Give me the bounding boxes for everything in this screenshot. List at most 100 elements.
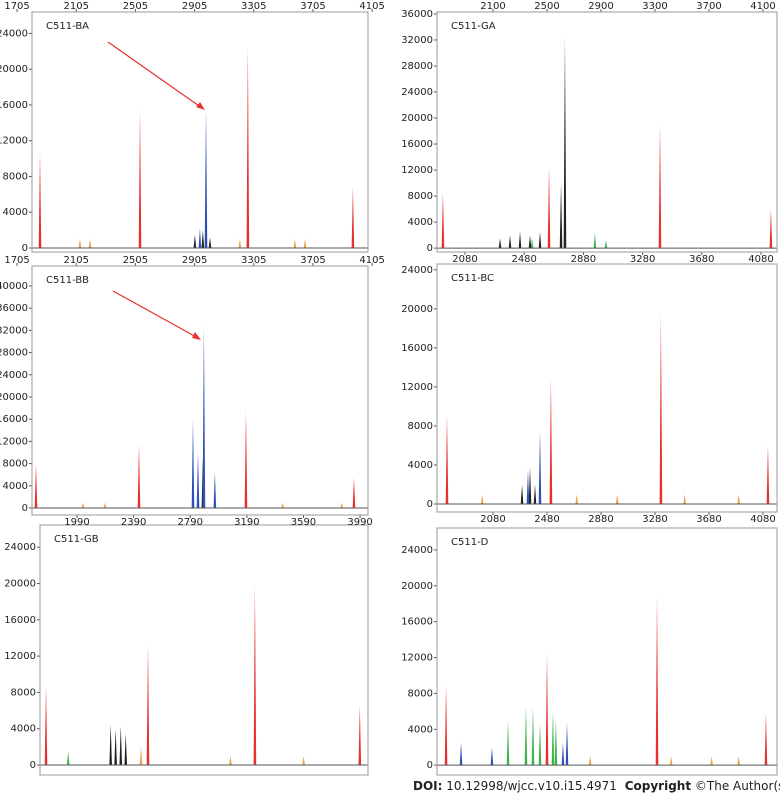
y-tick-label: 12000 bbox=[0, 436, 28, 447]
peak bbox=[551, 711, 555, 766]
y-tick-label: 20000 bbox=[401, 113, 433, 124]
peak bbox=[229, 755, 232, 766]
panel-title: C511-GA bbox=[451, 21, 496, 32]
panel-frame bbox=[31, 11, 369, 253]
peak bbox=[559, 183, 563, 249]
peak bbox=[78, 239, 82, 248]
y-tick-label: 20000 bbox=[4, 579, 36, 590]
y-tick-label: 36000 bbox=[401, 9, 433, 20]
y-tick-label: 24000 bbox=[4, 542, 36, 553]
arrows bbox=[107, 41, 205, 340]
x-tick-label: 3680 bbox=[689, 254, 714, 265]
y-tick-label: 4000 bbox=[3, 481, 28, 492]
peak bbox=[119, 725, 123, 766]
x-tick-label: 2105 bbox=[64, 255, 89, 266]
peak bbox=[34, 463, 38, 509]
panel-title: C511-GB bbox=[54, 534, 99, 545]
peak bbox=[518, 231, 522, 249]
peak bbox=[498, 238, 502, 249]
y-tick-label: 20000 bbox=[0, 392, 28, 403]
peak bbox=[114, 728, 117, 766]
peak bbox=[538, 231, 542, 249]
peak bbox=[506, 720, 510, 766]
peak bbox=[565, 722, 569, 766]
panel-frame bbox=[39, 524, 369, 776]
peak bbox=[554, 720, 558, 766]
peak bbox=[109, 724, 112, 766]
peak bbox=[66, 751, 70, 766]
y-tick-label: 0 bbox=[427, 760, 433, 771]
peak bbox=[764, 713, 768, 766]
x-tick-label: 2505 bbox=[123, 1, 148, 12]
peak bbox=[533, 484, 537, 504]
y-tick-label: 24000 bbox=[401, 265, 433, 276]
peak bbox=[137, 444, 141, 509]
y-tick-label: 8000 bbox=[3, 171, 28, 182]
x-tick-label: 3700 bbox=[696, 1, 721, 12]
peak bbox=[520, 484, 524, 504]
x-tick-label: 3680 bbox=[696, 514, 721, 525]
y-tick-label: 16000 bbox=[0, 100, 28, 111]
y-tick-label: 0 bbox=[30, 760, 36, 771]
panel-title: C511-D bbox=[451, 537, 489, 548]
peak bbox=[561, 742, 565, 766]
peak bbox=[204, 109, 208, 248]
copyright-label: Copyright bbox=[625, 779, 692, 793]
x-tick-label: 2080 bbox=[480, 514, 505, 525]
y-tick-label: 4000 bbox=[408, 460, 433, 471]
x-tick-label: 2100 bbox=[480, 1, 505, 12]
x-tick-label: 2500 bbox=[534, 1, 559, 12]
peak bbox=[124, 733, 128, 766]
x-tick-label: 1705 bbox=[4, 1, 29, 12]
peak bbox=[138, 109, 142, 248]
peak bbox=[563, 36, 567, 249]
x-tick-label: 2080 bbox=[452, 254, 477, 265]
peak bbox=[526, 469, 530, 504]
x-tick-label: 2390 bbox=[121, 517, 146, 528]
x-tick-label: 4105 bbox=[359, 255, 384, 266]
x-tick-label: 3590 bbox=[291, 517, 316, 528]
x-tick-label: 1705 bbox=[4, 255, 29, 266]
footer: DOI: 10.12998/wjcc.v10.i15.4971 Copyrigh… bbox=[413, 779, 780, 793]
peak bbox=[658, 124, 662, 249]
y-tick-label: 16000 bbox=[0, 414, 28, 425]
peak bbox=[146, 645, 150, 766]
peak bbox=[201, 230, 205, 248]
peak bbox=[524, 706, 528, 766]
peak bbox=[191, 419, 195, 509]
y-tick-label: 20000 bbox=[401, 581, 433, 592]
peak bbox=[545, 653, 549, 766]
peak bbox=[669, 756, 673, 766]
peak bbox=[445, 414, 449, 504]
y-tick-label: 8000 bbox=[408, 688, 433, 699]
peak bbox=[528, 466, 532, 504]
y-tick-label: 36000 bbox=[0, 303, 28, 314]
y-tick-label: 0 bbox=[22, 243, 28, 254]
peak bbox=[615, 494, 619, 504]
peak bbox=[293, 239, 297, 248]
x-tick-label: 2880 bbox=[571, 254, 596, 265]
peak bbox=[710, 756, 713, 766]
peak bbox=[659, 313, 663, 504]
x-tick-label: 3990 bbox=[347, 517, 372, 528]
peak bbox=[281, 502, 284, 509]
peak bbox=[593, 233, 597, 249]
y-tick-label: 24000 bbox=[0, 370, 28, 381]
peak bbox=[549, 377, 553, 504]
peak bbox=[683, 494, 686, 504]
arrow bbox=[112, 290, 199, 339]
peak bbox=[655, 594, 659, 766]
arrow-head bbox=[196, 102, 205, 110]
panel-frame bbox=[31, 265, 369, 516]
x-tick-label: 3705 bbox=[300, 255, 325, 266]
y-tick-label: 16000 bbox=[401, 139, 433, 150]
y-tick-label: 0 bbox=[427, 499, 433, 510]
doi-label: DOI: bbox=[413, 779, 442, 793]
peak bbox=[352, 477, 356, 509]
peak bbox=[508, 235, 512, 249]
y-tick-label: 16000 bbox=[401, 617, 433, 628]
arrow bbox=[107, 41, 203, 109]
peak bbox=[244, 410, 248, 509]
arrow-head bbox=[192, 332, 201, 340]
y-tick-label: 0 bbox=[22, 503, 28, 514]
